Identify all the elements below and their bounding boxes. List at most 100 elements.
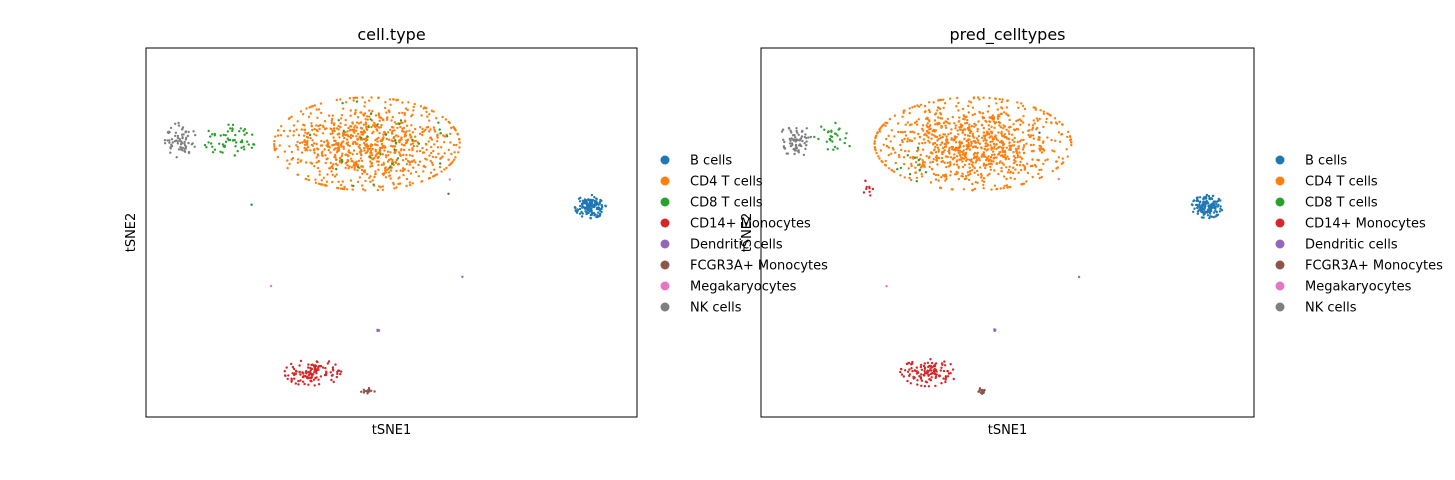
point-cd4-t-cells (431, 175, 435, 178)
legend-marker-dendritic-cells (660, 239, 670, 249)
point-cd4-t-cells (329, 161, 332, 165)
point-cd4-t-cells (971, 113, 974, 117)
point-cd4-t-cells (910, 162, 913, 166)
point-cd4-t-cells (400, 143, 404, 146)
point-cd4-t-cells (422, 107, 425, 110)
point-cd8-t-cells (207, 129, 210, 133)
point-cd4-t-cells (371, 110, 374, 113)
point-cd4-t-cells (350, 166, 353, 169)
point-cd4-t-cells (945, 135, 948, 138)
point-b-cells (1211, 202, 1214, 205)
point-cd14-monocytes (920, 363, 923, 367)
point-nk-cells (179, 143, 183, 146)
point-b-cells (597, 215, 600, 218)
point-cd4-t-cells (421, 180, 424, 183)
point-cd4-t-cells (408, 129, 411, 132)
point-cd4-t-cells (305, 178, 308, 181)
legend-label-dendritic-cells: Dendritic cells (1305, 238, 1398, 253)
point-nk-cells (177, 121, 180, 125)
point-cd4-t-cells (370, 161, 374, 165)
point-cd4-t-cells (873, 142, 876, 145)
point-cd4-t-cells (961, 107, 965, 111)
point-cd4-t-cells (324, 154, 327, 157)
point-cd8-t-cells (366, 135, 369, 138)
point-cd4-t-cells (352, 149, 356, 152)
point-b-cells (1212, 200, 1215, 203)
point-cd4-t-cells (299, 110, 303, 113)
point-cd4-t-cells (1015, 119, 1018, 123)
point-cd4-t-cells (941, 146, 945, 150)
point-cd4-t-cells (445, 166, 448, 170)
point-cd4-t-cells (914, 166, 917, 169)
point-cd4-t-cells (955, 135, 958, 139)
point-cd4-t-cells (962, 157, 966, 160)
point-cd4-t-cells (1001, 149, 1004, 152)
point-cd14-monocytes (928, 378, 931, 381)
point-cd14-monocytes (938, 374, 942, 378)
point-b-cells (1038, 131, 1041, 134)
point-cd4-t-cells (989, 140, 992, 144)
point-cd4-t-cells (1007, 126, 1011, 129)
point-cd4-t-cells (404, 157, 408, 161)
point-cd4-t-cells (411, 160, 414, 163)
point-cd4-t-cells (1045, 117, 1048, 121)
point-cd14-monocytes (307, 383, 310, 386)
point-cd4-t-cells (410, 136, 413, 139)
point-cd4-t-cells (958, 141, 962, 144)
point-cd4-t-cells (330, 119, 333, 122)
legend-label-megakaryocytes: Megakaryocytes (690, 280, 797, 295)
point-cd4-t-cells (323, 148, 326, 151)
point-cd8-t-cells (394, 139, 397, 142)
point-cd8-t-cells (369, 118, 372, 121)
point-cd4-t-cells (353, 161, 356, 164)
point-b-cells (1214, 200, 1217, 203)
point-nk-cells (789, 129, 792, 132)
point-cd4-t-cells (1007, 130, 1010, 133)
point-cd4-t-cells (980, 146, 983, 149)
point-cd4-t-cells (914, 161, 918, 164)
point-cd4-t-cells (1007, 114, 1010, 117)
point-cd4-t-cells (386, 160, 390, 163)
point-cd4-t-cells (384, 169, 387, 172)
point-cd4-t-cells (365, 125, 368, 128)
point-cd4-t-cells (369, 145, 372, 148)
point-cd4-t-cells (1017, 171, 1020, 174)
point-cd4-t-cells (295, 128, 298, 131)
point-cd4-t-cells (996, 187, 999, 191)
point-cd14-monocytes (944, 375, 948, 378)
point-cd14-monocytes (324, 367, 327, 370)
point-cd4-t-cells (1035, 117, 1039, 120)
point-cd14-monocytes (906, 370, 910, 373)
point-cd4-t-cells (952, 138, 955, 141)
point-b-cells (1219, 205, 1222, 208)
point-cd4-t-cells (296, 120, 299, 123)
point-cd4-t-cells (1023, 107, 1027, 111)
point-cd4-t-cells (875, 151, 878, 155)
point-cd4-t-cells (993, 122, 997, 125)
point-cd4-t-cells (354, 111, 357, 114)
point-cd4-t-cells (322, 176, 325, 179)
point-cd4-t-cells (1070, 141, 1073, 144)
point-cd4-t-cells (1012, 123, 1015, 126)
point-cd4-t-cells (413, 102, 416, 106)
point-cd4-t-cells (973, 112, 976, 116)
point-cd14-monocytes (918, 375, 921, 378)
point-cd4-t-cells (408, 148, 411, 151)
point-cd4-t-cells (420, 114, 423, 117)
point-cd4-t-cells (428, 113, 431, 116)
point-cd14-monocytes (291, 372, 294, 375)
point-cd14-monocytes (299, 379, 302, 382)
point-cd4-t-cells (991, 114, 994, 117)
point-cd4-t-cells (990, 125, 993, 128)
point-cd4-t-cells (356, 180, 360, 184)
point-cd4-t-cells (355, 96, 359, 99)
point-b-cells (578, 200, 582, 203)
point-cd4-t-cells (920, 127, 924, 130)
point-cd4-t-cells (885, 144, 889, 148)
point-cd8-t-cells (813, 135, 816, 139)
point-fcgr3a-monocytes (362, 391, 366, 394)
point-cd8-t-cells (222, 133, 225, 137)
x-axis-label: tSNE1 (372, 423, 412, 438)
point-cd4-t-cells (414, 127, 417, 131)
point-cd4-t-cells (957, 165, 960, 168)
